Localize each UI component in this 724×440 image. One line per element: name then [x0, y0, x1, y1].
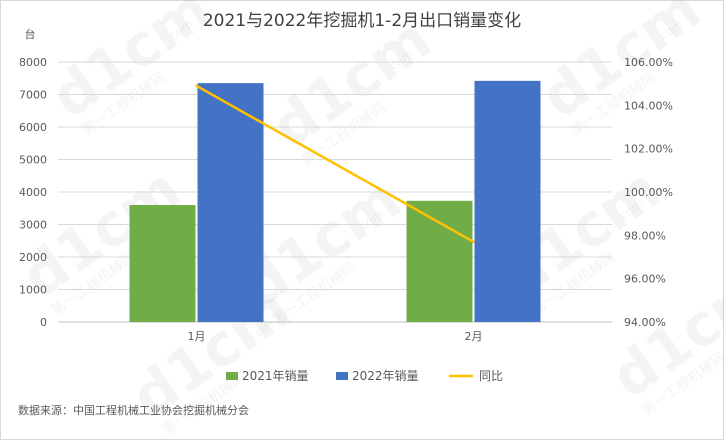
- x-tick-label: 1月: [188, 330, 206, 343]
- data-source: 数据来源：中国工程机械工业协会挖掘机械分会: [18, 403, 249, 417]
- line-series: [195, 84, 475, 244]
- y2-tick-label: 106.00%: [624, 56, 673, 69]
- y-tick-label: 5000: [19, 154, 47, 167]
- legend-label: 2022年销量: [352, 369, 419, 383]
- bar: [406, 200, 473, 322]
- legend-item: 2021年销量: [226, 369, 309, 383]
- bars: [129, 80, 541, 322]
- x-tick-label: 2月: [465, 330, 483, 343]
- y2-tick-label: 98.00%: [624, 229, 666, 242]
- y-tick-label: 7000: [19, 89, 47, 102]
- chart-title: 2021与2022年挖掘机1-2月出口销量变化: [203, 11, 521, 31]
- legend-swatch: [226, 372, 238, 380]
- yoy-line: [195, 84, 475, 244]
- legend-swatch: [336, 372, 348, 380]
- y2-tick-label: 104.00%: [624, 99, 673, 112]
- bar: [474, 80, 541, 322]
- y-tick-label: 3000: [19, 219, 47, 232]
- y2-tick-label: 96.00%: [624, 273, 666, 286]
- bar: [197, 83, 264, 322]
- legend: 2021年销量 2022年销量 同比: [226, 369, 503, 383]
- y2-axis-ticks: 94.00% 96.00% 98.00% 100.00% 102.00% 104.00% 1…: [624, 56, 673, 329]
- legend-item: 2022年销量: [336, 369, 419, 383]
- watermark-logo: d1cm: [39, 0, 223, 131]
- y-tick-label: 8000: [19, 56, 47, 69]
- y-tick-label: 0: [40, 316, 47, 329]
- legend-label: 同比: [479, 369, 503, 383]
- y2-tick-label: 102.00%: [624, 143, 673, 156]
- legend-item: 同比: [449, 369, 503, 383]
- y2-tick-label: 94.00%: [624, 316, 666, 329]
- y-tick-label: 2000: [19, 251, 47, 264]
- y-tick-label: 6000: [19, 121, 47, 134]
- y-axis-ticks: 0 1000 2000 3000 4000 5000 6000 7000 8000: [19, 56, 47, 329]
- y2-tick-label: 100.00%: [624, 186, 673, 199]
- y-tick-label: 4000: [19, 186, 47, 199]
- watermark-logo: d1cm: [529, 0, 713, 131]
- bar: [129, 205, 196, 322]
- x-axis-ticks: 1月 2月: [188, 330, 483, 343]
- legend-label: 2021年销量: [242, 369, 309, 383]
- y-axis-unit: 台: [25, 27, 36, 41]
- y-tick-label: 1000: [19, 284, 47, 297]
